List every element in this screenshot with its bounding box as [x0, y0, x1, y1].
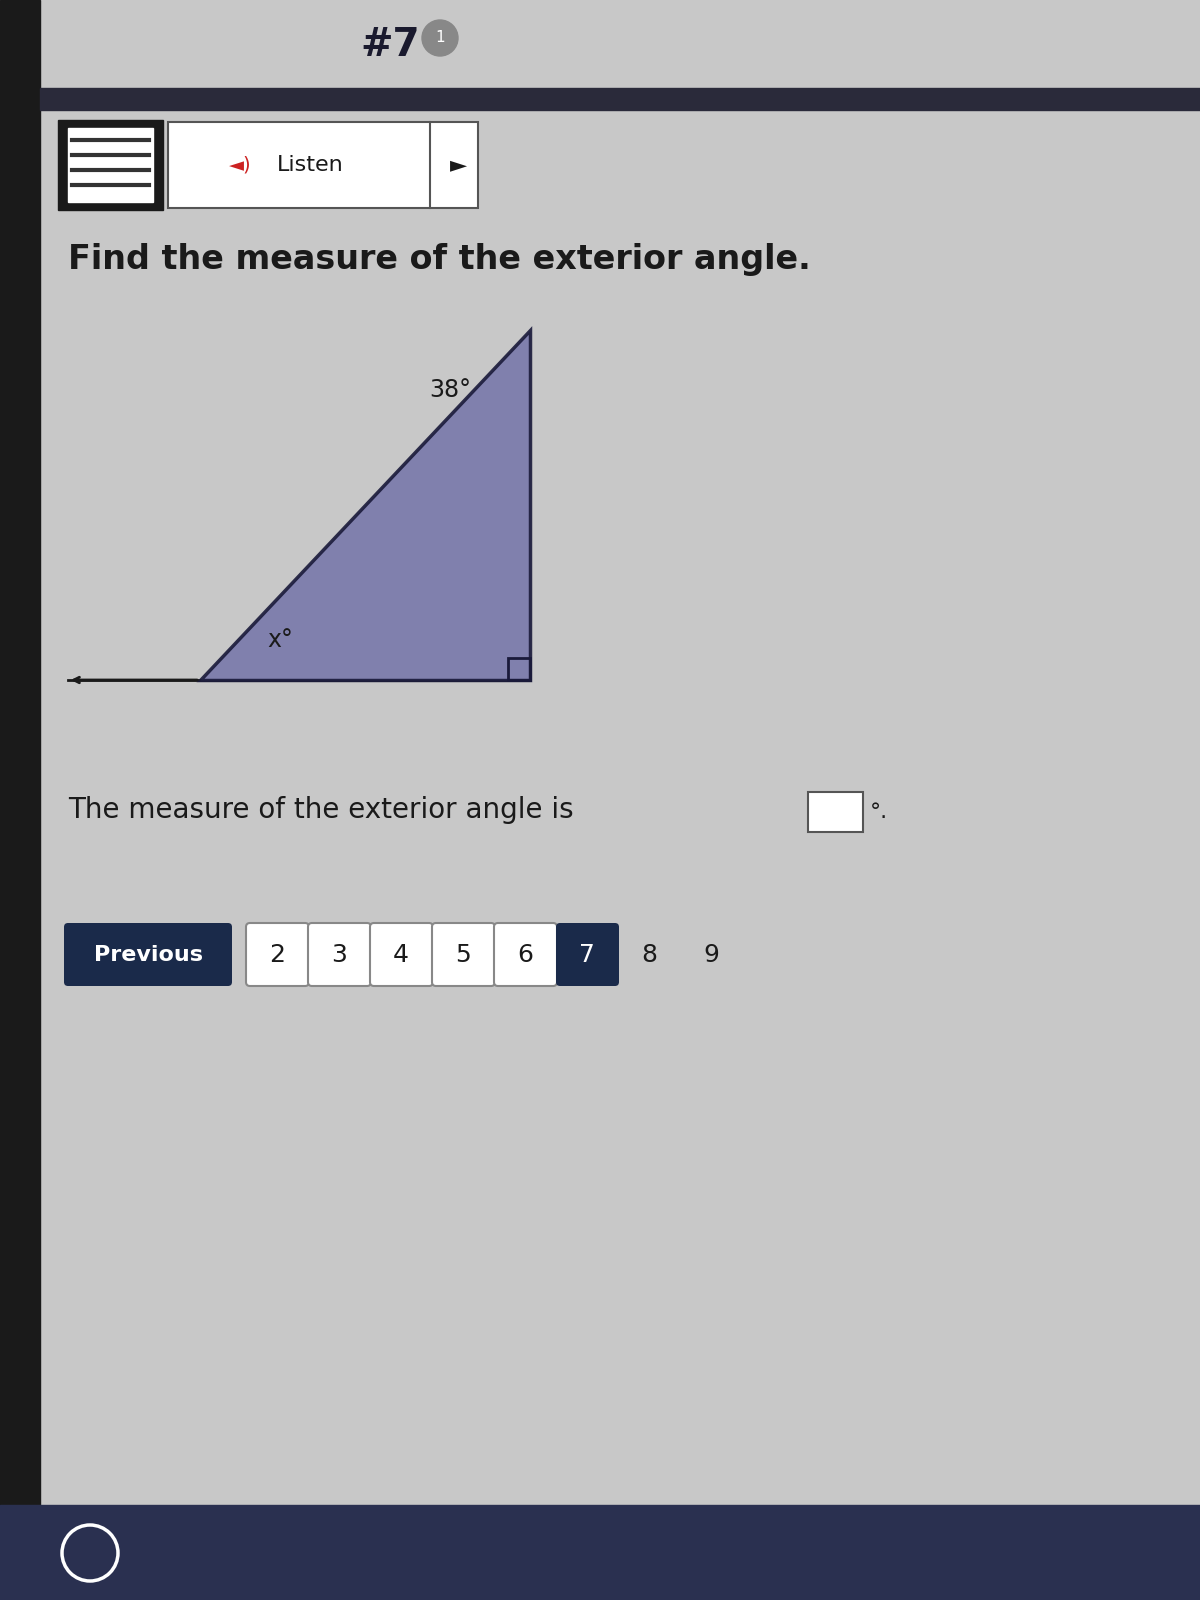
- FancyBboxPatch shape: [808, 792, 863, 832]
- Text: Previous: Previous: [94, 946, 203, 965]
- Text: 2: 2: [269, 942, 286, 966]
- Text: 3: 3: [331, 942, 347, 966]
- FancyBboxPatch shape: [246, 923, 310, 986]
- FancyBboxPatch shape: [494, 923, 557, 986]
- FancyBboxPatch shape: [308, 923, 371, 986]
- Text: 38°: 38°: [430, 378, 470, 402]
- Text: 9: 9: [703, 942, 719, 966]
- FancyBboxPatch shape: [168, 122, 478, 208]
- Text: 1: 1: [436, 30, 445, 45]
- Text: 5: 5: [455, 942, 470, 966]
- Bar: [68, 128, 154, 202]
- FancyBboxPatch shape: [370, 923, 433, 986]
- Text: 6: 6: [517, 942, 533, 966]
- Text: #7: #7: [360, 26, 420, 64]
- FancyBboxPatch shape: [64, 923, 232, 986]
- FancyBboxPatch shape: [432, 923, 496, 986]
- Bar: [58, 120, 163, 210]
- Polygon shape: [200, 330, 530, 680]
- Text: ►: ►: [450, 155, 467, 174]
- Text: °.: °.: [870, 802, 888, 822]
- FancyBboxPatch shape: [556, 923, 619, 986]
- Text: 7: 7: [580, 942, 595, 966]
- Text: x°: x°: [268, 627, 293, 653]
- Bar: [40, 88, 1200, 110]
- Text: The measure of the exterior angle is: The measure of the exterior angle is: [68, 795, 574, 824]
- Text: Listen: Listen: [277, 155, 343, 174]
- Text: 8: 8: [641, 942, 658, 966]
- Circle shape: [422, 19, 458, 56]
- Text: 4: 4: [394, 942, 409, 966]
- Bar: [0, 1506, 1200, 1600]
- Bar: [0, 0, 40, 1600]
- Text: ◄): ◄): [229, 155, 251, 174]
- Text: Find the measure of the exterior angle.: Find the measure of the exterior angle.: [68, 243, 811, 277]
- Bar: [508, 658, 530, 680]
